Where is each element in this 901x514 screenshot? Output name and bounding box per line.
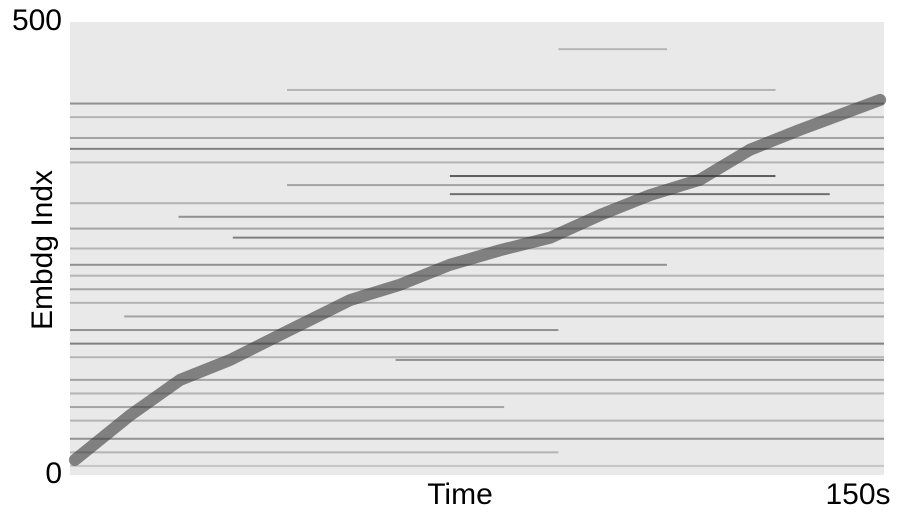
streak xyxy=(70,116,884,119)
streak xyxy=(287,88,776,91)
streak xyxy=(70,247,884,250)
y-tick-label: 0 xyxy=(45,457,62,490)
streak xyxy=(70,451,559,454)
streak xyxy=(70,136,884,139)
streak xyxy=(70,161,884,164)
y-tick-label: 500 xyxy=(12,4,62,37)
x-axis-label: Time xyxy=(427,478,493,509)
x-tick-label: 150s xyxy=(825,478,890,509)
streak xyxy=(449,175,776,178)
streak xyxy=(70,342,884,345)
streak xyxy=(70,274,884,277)
streak xyxy=(287,184,885,187)
streak xyxy=(70,263,667,266)
streak xyxy=(70,329,559,332)
streak xyxy=(70,288,884,291)
streak xyxy=(70,356,884,359)
heatmap-background xyxy=(70,22,884,475)
streak xyxy=(558,48,667,51)
y-axis-label: Embdg Indx xyxy=(26,170,59,330)
streak xyxy=(70,392,884,395)
streak xyxy=(70,102,884,105)
streak xyxy=(70,464,884,467)
streak xyxy=(70,147,884,150)
streak xyxy=(70,227,884,230)
streak xyxy=(70,406,505,409)
streak xyxy=(70,419,884,422)
trajectory xyxy=(68,93,887,466)
streak xyxy=(70,378,884,381)
streak xyxy=(70,301,884,304)
streak xyxy=(70,437,884,440)
streak xyxy=(124,315,885,318)
streak xyxy=(395,358,884,361)
streak xyxy=(70,202,884,205)
streak xyxy=(178,215,885,218)
